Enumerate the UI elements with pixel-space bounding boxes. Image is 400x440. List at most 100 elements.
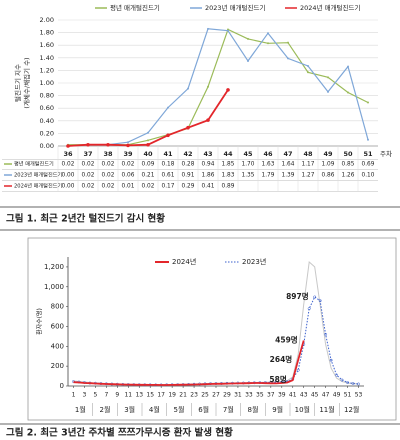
- table-value: 0.41: [202, 184, 215, 190]
- point: [329, 358, 333, 362]
- table-value: 0.61: [162, 173, 175, 179]
- point: [307, 64, 309, 67]
- table-value: 0.91: [182, 173, 195, 179]
- x-tick-label: 39: [278, 392, 286, 399]
- month-label: 2월: [100, 405, 111, 414]
- table-value: 1.79: [262, 173, 275, 179]
- month-label: 1월: [75, 405, 86, 414]
- x-tick-label: 11: [124, 392, 132, 399]
- table-value: 0.02: [82, 184, 95, 190]
- annotation: 264명: [270, 354, 293, 364]
- table-value: 0.29: [182, 184, 195, 190]
- point: [367, 101, 369, 104]
- y-tick-label: 1,000: [44, 283, 64, 291]
- x-tick-label: 39: [123, 150, 133, 158]
- point: [346, 381, 350, 384]
- x-tick-label: 37: [267, 392, 275, 399]
- point: [147, 139, 149, 142]
- caption: 그림 1. 최근 2년간 털진드기 감시 현황: [6, 213, 165, 225]
- x-tick-label: 21: [179, 392, 187, 399]
- table-value: 0.00: [62, 173, 75, 179]
- month-label: 6월: [198, 405, 209, 414]
- point: [207, 85, 209, 88]
- x-tick-label: 53: [355, 392, 363, 399]
- x-axis-label: 주차: [380, 149, 392, 158]
- legend-label: 2023년 매개털진드기: [205, 3, 265, 12]
- x-tick-label: 1: [72, 392, 76, 399]
- table-value: 1.27: [302, 173, 315, 179]
- point: [167, 106, 169, 109]
- x-tick-label: 47: [283, 150, 292, 158]
- y-tick-label: 200: [51, 362, 64, 370]
- point: [287, 57, 289, 60]
- table-value: 0.01: [122, 184, 135, 190]
- x-tick-label: 37: [83, 150, 92, 158]
- x-tick-label: 47: [322, 392, 330, 399]
- x-tick-label: 17: [157, 392, 165, 399]
- point: [327, 76, 329, 79]
- table-value: 1.26: [342, 173, 355, 179]
- point: [86, 142, 90, 147]
- x-tick-label: 41: [289, 392, 297, 399]
- x-tick-label: 31: [234, 392, 242, 399]
- x-tick-label: 51: [344, 392, 352, 399]
- y-tick-label: 1.20: [40, 66, 54, 74]
- month-label: 4월: [149, 405, 160, 414]
- point: [267, 42, 269, 45]
- table-value: 0.00: [62, 184, 75, 190]
- month-label: 12월: [344, 405, 359, 414]
- point: [347, 91, 349, 94]
- table-value: 0.09: [142, 162, 155, 168]
- point: [307, 307, 311, 311]
- y-tick-label: 1.00: [40, 79, 54, 87]
- table-value: 1.83: [222, 173, 235, 179]
- caption: 그림 2. 최근 3년간 주차별 쯔쯔가무시증 환자 발생 현황: [6, 427, 233, 439]
- x-tick-label: 13: [135, 392, 143, 399]
- x-tick-label: 15: [146, 392, 154, 399]
- point: [296, 368, 300, 372]
- y-tick-label: 1,200: [44, 263, 64, 271]
- month-label: 5월: [174, 405, 185, 414]
- y-axis-label: 환자수(명): [36, 308, 44, 335]
- legend-label: 2024년 매개털진드기: [300, 3, 360, 12]
- table-value: 0.89: [222, 184, 235, 190]
- table-value: 0.02: [122, 162, 135, 168]
- point: [367, 138, 369, 141]
- series-line: [73, 296, 359, 386]
- table-value: 0.02: [82, 173, 95, 179]
- table-value: 0.02: [62, 162, 75, 168]
- x-tick-label: 36: [63, 150, 73, 158]
- x-tick-label: 27: [212, 392, 220, 399]
- point: [187, 87, 189, 90]
- series-line: [73, 340, 305, 386]
- point: [227, 29, 229, 32]
- legend-label: 2023년: [242, 257, 266, 266]
- month-label: 7월: [223, 405, 234, 414]
- point: [351, 382, 355, 385]
- point: [66, 144, 70, 148]
- x-tick-label: 43: [300, 392, 308, 399]
- table-value: 0.69: [362, 162, 375, 168]
- y-tick-label: 0.80: [40, 92, 54, 100]
- legend-label: 2024년: [172, 257, 196, 266]
- table-value: 0.06: [122, 173, 135, 179]
- y-tick-label: 0.20: [40, 129, 54, 137]
- row-label: 평년 매개털진드기: [14, 160, 54, 168]
- x-tick-label: 45: [243, 150, 253, 158]
- y-tick-label: 400: [51, 342, 64, 350]
- point: [106, 142, 110, 147]
- month-label: 3월: [124, 405, 135, 414]
- table-value: 0.02: [102, 184, 115, 190]
- y-tick-label: 1.40: [40, 54, 54, 62]
- point: [186, 125, 190, 130]
- x-tick-label: 23: [190, 392, 198, 399]
- chart-frame: [27, 237, 397, 421]
- x-tick-label: 38: [103, 150, 113, 158]
- table-value: 1.17: [302, 162, 315, 168]
- point: [357, 382, 360, 386]
- annotation: 58명: [269, 374, 286, 384]
- y-tick-label: 2.00: [40, 16, 54, 24]
- table-value: 0.02: [82, 162, 95, 168]
